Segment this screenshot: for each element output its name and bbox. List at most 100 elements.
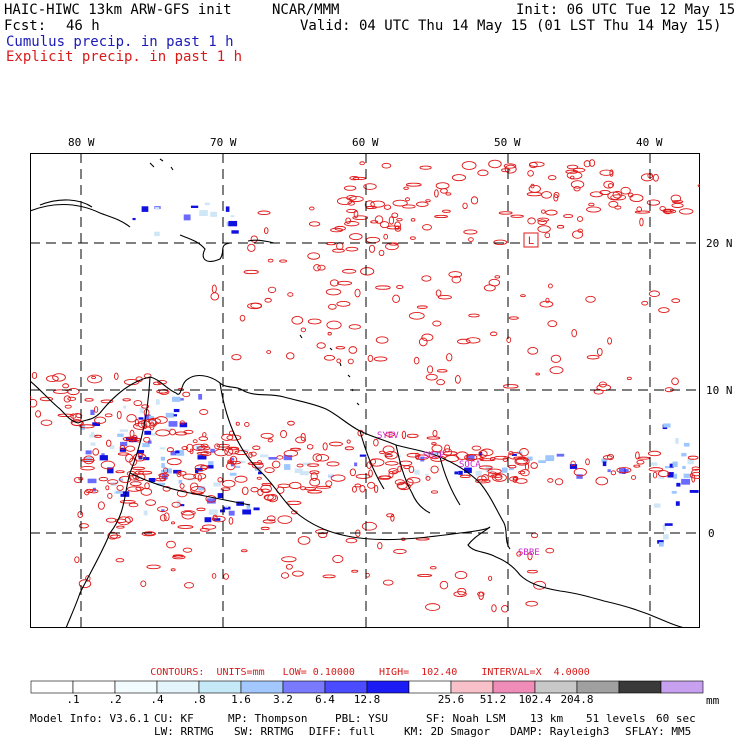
explicit-precip-contour	[368, 469, 373, 478]
cumulus-precip-cell	[258, 471, 262, 475]
explicit-precip-contour	[396, 218, 403, 222]
explicit-precip-contour	[430, 490, 439, 494]
explicit-precip-contour	[545, 297, 550, 304]
explicit-precip-contour	[135, 473, 146, 482]
explicit-precip-contour	[280, 572, 290, 579]
explicit-precip-contour	[30, 398, 38, 408]
cumulus-precip-cell	[210, 211, 217, 217]
explicit-precip-contour	[193, 472, 207, 480]
explicit-precip-contour	[526, 191, 543, 197]
explicit-precip-contour	[596, 347, 603, 356]
cumulus-precip-cell	[81, 424, 85, 430]
explicit-precip-contour	[639, 217, 644, 227]
explicit-precip-contour	[599, 189, 611, 195]
explicit-precip-contour	[312, 453, 323, 462]
explicit-precip-contour	[386, 513, 395, 518]
legend-swatch	[366, 680, 410, 694]
explicit-precip-contour	[147, 417, 161, 425]
explicit-precip-contour	[326, 320, 342, 330]
explicit-precip-contour	[456, 451, 469, 460]
explicit-precip-contour	[192, 443, 206, 451]
explicit-precip-contour	[435, 182, 450, 190]
explicit-precip-contour	[647, 450, 662, 457]
explicit-precip-contour	[378, 249, 385, 257]
cumulus-precip-cell	[165, 428, 173, 431]
cuba-north-coast	[39, 199, 93, 208]
explicit-precip-contour	[205, 495, 217, 503]
explicit-precip-contour	[508, 451, 514, 456]
explicit-precip-contour	[636, 206, 642, 213]
cumulus-precip-cell	[231, 230, 239, 234]
explicit-precip-contour	[439, 580, 449, 590]
info-levels: 51 levels	[586, 712, 646, 725]
explicit-precip-contour	[315, 454, 330, 462]
cumulus-precip-cell	[160, 456, 165, 461]
explicit-precip-contour	[264, 297, 272, 303]
explicit-precip-contour	[648, 290, 660, 297]
explicit-precip-contour	[286, 352, 295, 360]
explicit-precip-contour	[612, 190, 623, 199]
explicit-precip-contour	[221, 433, 234, 441]
explicit-precip-contour	[105, 439, 112, 447]
explicit-precip-contour	[291, 315, 304, 325]
cumulus-precip-cell	[138, 417, 144, 420]
explicit-precip-contour	[457, 587, 467, 596]
explicit-precip-contour	[475, 478, 491, 484]
explicit-precip-contour	[122, 398, 131, 402]
forecast-label: Fcst:	[4, 18, 47, 34]
explicit-precip-contour	[451, 275, 462, 284]
low-pressure-box	[523, 232, 539, 248]
explicit-precip-contour	[417, 574, 433, 577]
cumulus-precip-cell	[672, 461, 678, 468]
explicit-precip-contour	[494, 275, 501, 279]
explicit-precip-contour	[406, 477, 421, 484]
cumulus-precip-cell	[658, 476, 665, 479]
explicit-precip-contour	[276, 455, 284, 460]
explicit-precip-contour	[345, 246, 359, 252]
explicit-precip-contour	[553, 194, 559, 202]
explicit-precip-contour	[454, 375, 461, 384]
legend-swatch	[408, 680, 452, 694]
explicit-precip-contour	[646, 199, 661, 206]
explicit-precip-contour	[513, 456, 527, 460]
cumulus-precip-cell	[657, 540, 664, 544]
lon-label-70w: 70 W	[210, 136, 237, 149]
station-smjp: SMJP	[423, 451, 445, 461]
explicit-precip-contour	[326, 242, 337, 246]
explicit-precip-contour	[545, 547, 555, 554]
explicit-precip-contour	[607, 337, 612, 345]
cumulus-precip-cell	[164, 468, 172, 474]
explicit-precip-contour	[533, 580, 547, 590]
explicit-precip-contour	[129, 481, 142, 487]
cumulus-precip-cell	[458, 470, 463, 475]
explicit-precip-contour	[210, 292, 220, 301]
cumulus-precip-cell	[178, 504, 185, 507]
explicit-precip-contour	[349, 468, 356, 477]
cumulus-precip-cell	[173, 414, 178, 417]
explicit-precip-contour	[74, 556, 80, 564]
cumulus-precip-cell	[117, 433, 124, 437]
explicit-precip-contour	[226, 446, 240, 451]
info-res: 13 km	[530, 712, 564, 725]
explicit-precip-contour	[416, 201, 429, 207]
cumulus-precip-cell	[183, 214, 191, 221]
explicit-precip-contour	[170, 521, 176, 525]
explicit-precip-contour	[577, 228, 583, 233]
cumulus-precip-cell	[230, 215, 235, 218]
explicit-precip-contour	[397, 465, 402, 473]
explicit-precip-contour	[508, 464, 517, 469]
explicit-precip-contour	[626, 376, 632, 381]
explicit-precip-contour	[461, 161, 477, 170]
cumulus-precip-cell	[213, 518, 221, 521]
cumulus-precip-cell	[538, 460, 546, 464]
explicit-precip-contour	[349, 176, 360, 181]
explicit-precip-contour	[52, 373, 66, 382]
cumulus-precip-cell	[198, 394, 203, 400]
explicit-precip-contour	[163, 467, 169, 474]
explicit-precip-contour	[545, 209, 558, 216]
explicit-precip-contour	[226, 434, 242, 441]
explicit-precip-contour	[260, 484, 272, 494]
explicit-precip-contour	[332, 554, 344, 564]
info-sw: SW: RRTMG	[234, 725, 294, 738]
central-america-coast	[30, 380, 101, 424]
